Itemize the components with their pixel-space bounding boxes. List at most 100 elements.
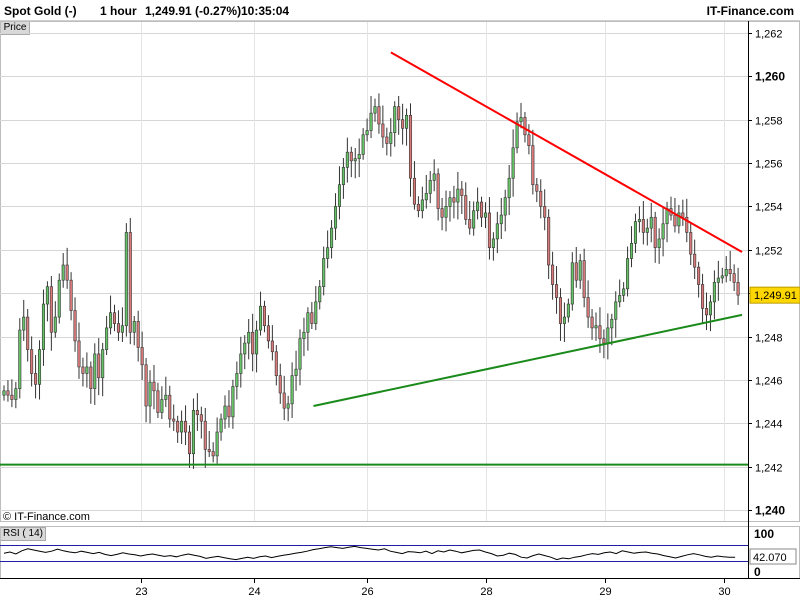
price-tick-label: 1,248 (755, 333, 783, 345)
copyright-text: © IT-Finance.com (3, 511, 90, 523)
bear-candle-body (582, 260, 586, 298)
candle (590, 309, 594, 340)
candlestick-series (2, 93, 740, 469)
bear-candle-body (172, 418, 176, 422)
bull-candle-body (420, 199, 424, 212)
bull-candle-body (132, 321, 136, 333)
candle (480, 196, 484, 228)
time-tick-label: 23 (135, 586, 147, 598)
rsi-value-label: 42.070 (753, 552, 787, 564)
bear-candle-body (140, 347, 144, 366)
candle (381, 105, 385, 148)
candle (689, 223, 693, 265)
bull-candle-body (432, 173, 436, 181)
candle (164, 376, 168, 408)
bull-candle-body (369, 112, 373, 131)
bull-candle-body (286, 403, 290, 409)
bull-candle-body (622, 288, 626, 296)
bull-candle-body (215, 431, 219, 457)
bear-candle-body (693, 253, 697, 268)
resistance-trendline[interactable] (390, 51, 743, 253)
bear-candle-body (97, 353, 101, 379)
candle (444, 190, 448, 232)
candle (298, 329, 302, 386)
bull-candle-body (357, 154, 361, 159)
candle (369, 95, 373, 139)
candle (416, 196, 420, 218)
candle (582, 248, 586, 308)
bull-candle-body (606, 327, 610, 344)
candle (531, 129, 535, 195)
price-tick-label: 1,240 (755, 504, 785, 518)
bear-candle-body (89, 366, 93, 389)
bear-candle-body (468, 219, 472, 229)
candle (2, 385, 6, 401)
candle (405, 108, 409, 146)
bull-candle-body (53, 316, 57, 333)
bear-candle-body (527, 134, 531, 146)
rsi-line (3, 545, 736, 561)
bear-candle-body (144, 364, 148, 407)
bear-candle-body (262, 305, 267, 327)
candle (132, 315, 136, 346)
candle (633, 213, 637, 254)
bear-candle-body (381, 123, 385, 138)
bear-candle-body (207, 449, 211, 452)
candle (681, 199, 685, 226)
time-tick-label: 26 (361, 586, 373, 598)
candle (302, 317, 306, 357)
bear-candle-body (574, 262, 578, 281)
candle (397, 95, 401, 135)
bear-candle-body (152, 381, 156, 392)
bull-candle-body (720, 275, 724, 279)
candle (551, 251, 555, 300)
bear-candle-body (65, 264, 69, 281)
candle (677, 204, 681, 234)
candle (22, 299, 26, 341)
bear-candle-body (116, 323, 120, 333)
bear-candle-body (401, 119, 405, 129)
bull-candle-body (61, 264, 65, 281)
bull-candle-body (365, 130, 369, 136)
support-trendline[interactable] (313, 313, 743, 407)
bull-candle-body (298, 338, 302, 370)
bull-candle-body (231, 386, 235, 418)
bull-candle-body (219, 418, 223, 433)
bull-candle-body (444, 206, 448, 218)
price-axis: 1,2401,2421,2441,2461,2481,2501,2521,254… (748, 21, 785, 578)
bear-candle-body (480, 201, 484, 218)
candle (701, 273, 705, 323)
bull-candle-body (645, 227, 649, 233)
bull-candle-body (120, 325, 124, 333)
candle (37, 340, 42, 400)
candle (594, 312, 598, 341)
bull-candle-body (476, 201, 480, 212)
rsi-tick-label: 0 (754, 565, 761, 579)
bear-candle-body (34, 373, 38, 385)
candle (622, 282, 626, 302)
candle (460, 181, 464, 215)
candle (499, 197, 503, 239)
bear-candle-body (452, 197, 456, 203)
candle (736, 267, 740, 305)
price-tick-label: 1,260 (755, 70, 785, 84)
bull-candle-body (22, 316, 26, 331)
candle (712, 270, 716, 320)
candle (424, 174, 428, 209)
candle (105, 315, 109, 356)
bear-candle-body (73, 310, 77, 342)
bear-candle-body (543, 206, 547, 218)
bear-candle-body (551, 264, 555, 285)
candle (637, 206, 641, 233)
bear-candle-body (227, 405, 231, 418)
candle (491, 232, 495, 261)
candle (693, 239, 697, 280)
bull-candle-body (633, 221, 637, 244)
bear-candle-body (270, 340, 274, 353)
bull-candle-body (330, 227, 334, 248)
candle (243, 335, 247, 370)
candle (219, 413, 223, 441)
bear-candle-body (555, 284, 559, 298)
candle (515, 112, 519, 154)
candle (306, 307, 310, 351)
